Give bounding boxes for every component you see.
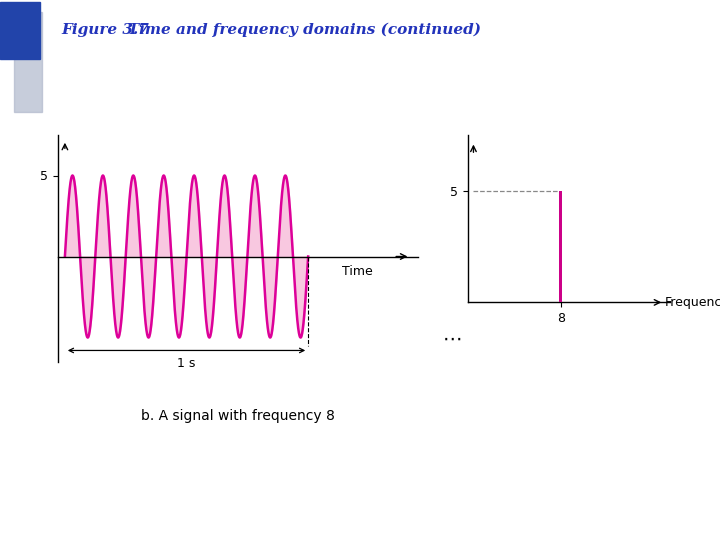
Text: Time and frequency domains (continued): Time and frequency domains (continued) (112, 23, 481, 37)
Text: 1 s: 1 s (177, 357, 196, 370)
Text: Frequency: Frequency (665, 296, 720, 309)
Text: ⋯: ⋯ (443, 329, 462, 349)
Bar (559, 191, 562, 302)
Text: Time: Time (342, 265, 373, 278)
Bar (14, 12, 42, 112)
Text: b. A signal with frequency 8: b. A signal with frequency 8 (140, 409, 335, 423)
Bar (0, 2, 40, 59)
Text: Figure 3.7: Figure 3.7 (61, 23, 149, 37)
